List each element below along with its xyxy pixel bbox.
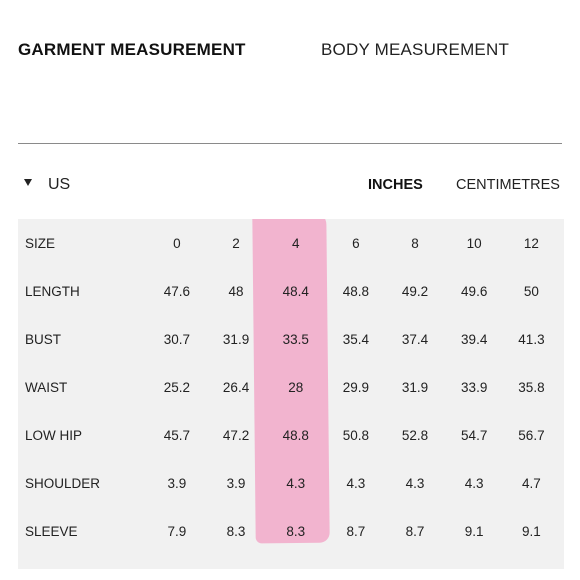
measurement-cell: 25.2 xyxy=(163,379,191,395)
measurement-cell: 47.6 xyxy=(163,283,191,299)
measurement-cell: 4.3 xyxy=(405,475,425,491)
measurement-cell: 49.6 xyxy=(461,283,488,299)
measurement-cell: 35.4 xyxy=(342,331,369,347)
size-header-row: SIZE 0 2 4 6 8 10 12 xyxy=(18,219,564,267)
measurement-tabs: GARMENT MEASUREMENT BODY MEASUREMENT xyxy=(18,40,580,68)
divider xyxy=(18,143,562,144)
tab-garment-measurement[interactable]: GARMENT MEASUREMENT xyxy=(18,40,246,59)
row-label: SIZE xyxy=(25,235,56,251)
measurement-cell: 4.7 xyxy=(522,475,541,491)
size-table-container: SIZE 0 2 4 6 8 10 12 LENGTH 47.6 48 48.4 48.8 49.2 49.… xyxy=(18,219,564,569)
measurement-cell: 28 xyxy=(288,379,304,395)
measurement-cell: 41.3 xyxy=(518,331,545,347)
row-label: LENGTH xyxy=(25,283,80,299)
measurement-cell: 9.1 xyxy=(522,523,541,539)
measurement-cell: 9.1 xyxy=(464,523,484,539)
measurement-cell: 52.8 xyxy=(401,427,429,443)
measurement-cell: 45.7 xyxy=(163,427,191,443)
measurement-cell: 50 xyxy=(523,283,539,299)
measurement-cell: 3.9 xyxy=(226,475,246,491)
region-label: US xyxy=(48,176,71,193)
measurement-cell: 33.9 xyxy=(461,379,488,395)
measurement-cell: 48.8 xyxy=(342,283,369,299)
size-header-cell: 6 xyxy=(352,235,360,251)
size-header-cell: 12 xyxy=(523,235,539,251)
measurement-cell: 50.8 xyxy=(342,427,369,443)
measurement-cell: 31.9 xyxy=(401,379,429,395)
measurement-cell: 4.3 xyxy=(464,475,484,491)
unit-inches-button[interactable]: INCHES xyxy=(368,177,423,193)
measurement-cell: 3.9 xyxy=(167,475,187,491)
size-header-cell: 4 xyxy=(291,235,300,251)
table-row: LOW HIP 45.7 47.2 48.8 50.8 52.8 54.7 56.7 xyxy=(18,411,564,459)
row-label: BUST xyxy=(25,331,62,347)
measurement-cell: 56.7 xyxy=(518,427,545,443)
measurement-cell: 54.7 xyxy=(461,427,488,443)
measurement-cell: 33.5 xyxy=(282,331,309,347)
table-row: SHOULDER 3.9 3.9 4.3 4.3 4.3 4.3 4.7 xyxy=(18,459,564,507)
measurement-cell: 30.7 xyxy=(163,331,191,347)
measurement-cell: 4.3 xyxy=(286,475,306,491)
size-header-cell: 8 xyxy=(411,235,419,251)
table-row: LENGTH 47.6 48 48.4 48.8 49.2 49.6 50 xyxy=(18,267,564,315)
measurement-cell: 31.9 xyxy=(222,331,250,347)
measurement-cell: 26.4 xyxy=(222,379,250,395)
measurement-cell: 8.7 xyxy=(346,523,366,539)
measurement-cell: 37.4 xyxy=(401,331,429,347)
row-label: LOW HIP xyxy=(25,427,83,443)
measurement-cell: 49.2 xyxy=(401,283,429,299)
measurement-cell: 8.3 xyxy=(226,523,246,539)
measurement-cell: 39.4 xyxy=(461,331,488,347)
table-row: WAIST 25.2 26.4 28 29.9 31.9 33.9 35.8 xyxy=(18,363,564,411)
measurement-cell: 47.2 xyxy=(222,427,250,443)
region-dropdown[interactable]: US xyxy=(24,176,70,194)
caret-down-icon xyxy=(24,179,32,187)
row-label: SLEEVE xyxy=(25,523,78,539)
row-label: SHOULDER xyxy=(25,475,101,491)
measurement-cell: 8.7 xyxy=(405,523,425,539)
size-header-cell: 10 xyxy=(466,235,482,251)
table-row: SLEEVE 7.9 8.3 8.3 8.7 8.7 9.1 9.1 xyxy=(18,507,564,555)
table-row: BUST 30.7 31.9 33.5 35.4 37.4 39.4 41.3 xyxy=(18,315,564,363)
unit-centimetres-button[interactable]: CENTIMETRES xyxy=(456,177,560,193)
tab-body-measurement[interactable]: BODY MEASUREMENT xyxy=(321,40,510,59)
measurement-cell: 7.9 xyxy=(167,523,187,539)
row-label: WAIST xyxy=(25,379,68,395)
measurement-cell: 48.4 xyxy=(282,283,309,299)
measurement-cell: 8.3 xyxy=(286,523,306,539)
measurement-cell: 35.8 xyxy=(518,379,545,395)
measurement-cell: 48 xyxy=(228,283,244,299)
size-header-cell: 2 xyxy=(232,235,240,251)
size-header-cell: 0 xyxy=(173,235,181,251)
measurement-cell: 4.3 xyxy=(346,475,366,491)
measurement-cell: 48.8 xyxy=(282,427,309,443)
table-controls: US INCHES CENTIMETRES xyxy=(18,176,564,198)
measurement-cell: 29.9 xyxy=(342,379,369,395)
size-table: SIZE 0 2 4 6 8 10 12 LENGTH 47.6 48 48.4 48.8 49.2 49.… xyxy=(18,219,564,555)
